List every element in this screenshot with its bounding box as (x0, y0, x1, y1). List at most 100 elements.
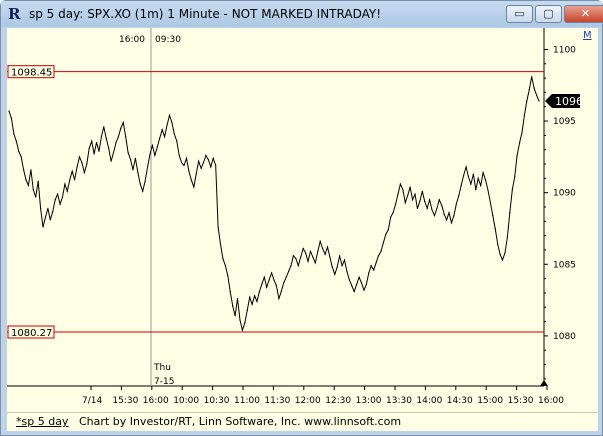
x-tick-label: 13:30 (386, 396, 412, 406)
price-point (173, 133, 175, 135)
price-point (421, 190, 423, 192)
x-tick-label: 12:30 (325, 396, 351, 406)
price-point (224, 265, 226, 267)
price-point (414, 193, 416, 195)
price-point (185, 157, 188, 159)
price-point (528, 89, 530, 91)
price-point (380, 250, 382, 252)
price-point (336, 266, 338, 268)
price-point (492, 215, 494, 217)
price-point (450, 222, 453, 224)
price-point (436, 207, 438, 209)
price-point (249, 296, 251, 298)
x-tick-label: 16:00 (143, 396, 169, 406)
price-point (210, 166, 212, 168)
price-point (161, 129, 163, 131)
price-point (329, 256, 331, 258)
price-point (441, 205, 443, 207)
price-point (205, 154, 207, 156)
price-point (509, 212, 511, 214)
price-point (147, 166, 149, 168)
x-tick-label: 12:00 (295, 396, 321, 406)
price-point (40, 207, 42, 209)
price-point (363, 289, 365, 291)
price-point (139, 183, 141, 185)
price-point (375, 262, 377, 264)
price-point (202, 162, 205, 164)
price-point (382, 242, 384, 244)
price-point (61, 196, 64, 198)
price-point (212, 157, 214, 159)
price-point (88, 147, 90, 149)
y-tick-label: 1100 (553, 45, 576, 55)
chart-tab-sp5day[interactable]: *sp 5 day (16, 415, 69, 428)
price-point (69, 179, 71, 181)
x-tick-label: 15:30 (508, 396, 534, 406)
app-logo-icon[interactable]: R (8, 5, 21, 23)
title-bar[interactable]: R sp 5 day: SPX.XO (1m) 1 Minute - NOT M… (1, 1, 603, 27)
price-point (266, 286, 268, 288)
price-point (81, 162, 83, 164)
price-point (108, 147, 110, 149)
price-point (54, 199, 56, 201)
y-axis-ticks: 1100 1095 1090 1085 1080 (544, 45, 576, 380)
price-point (465, 166, 467, 168)
price-point (8, 110, 10, 112)
scroll-end-arrow-icon[interactable] (540, 380, 548, 386)
price-point (334, 273, 336, 275)
price-point (356, 283, 358, 285)
price-point (144, 180, 146, 182)
price-point (93, 153, 95, 155)
close-button[interactable]: ✕ (564, 5, 603, 23)
price-point (538, 100, 540, 102)
price-point (353, 290, 355, 293)
price-point (159, 137, 161, 139)
price-point (37, 180, 39, 182)
price-point (319, 240, 321, 242)
price-point (83, 172, 85, 174)
price-point (343, 259, 346, 261)
price-point (300, 256, 302, 258)
last-price-label: 1096 (555, 95, 583, 108)
price-point (20, 156, 22, 158)
price-point (533, 87, 535, 89)
price-point (431, 209, 433, 211)
price-point (397, 193, 399, 195)
price-point (312, 256, 314, 258)
price-point (215, 164, 217, 167)
price-chart[interactable]: 16:00 09:30 Thu 7-15 1100 1095 1090 1085 108… (7, 28, 598, 412)
header-right-time: 09:30 (155, 35, 181, 45)
price-point (531, 76, 533, 78)
price-point (387, 229, 389, 231)
price-point (480, 184, 482, 187)
price-point (317, 250, 319, 252)
chart-area[interactable]: 16:00 09:30 Thu 7-15 1100 1095 1090 1085 108… (7, 28, 598, 431)
price-point (246, 309, 248, 311)
price-point (521, 131, 523, 134)
price-point (424, 200, 426, 202)
price-point (256, 300, 258, 303)
m-indicator-button[interactable]: M (583, 30, 592, 41)
minimize-button[interactable]: ▭ (506, 5, 533, 23)
maximize-button[interactable]: ▢ (535, 5, 562, 23)
price-point (368, 272, 370, 274)
price-point (377, 255, 380, 257)
price-point (341, 265, 343, 267)
price-point (168, 114, 171, 116)
price-point (66, 190, 68, 192)
reference-label-box (7, 325, 55, 339)
price-point (409, 186, 411, 188)
price-point (283, 282, 285, 284)
price-point (348, 279, 350, 281)
price-point (30, 169, 32, 171)
price-point (526, 100, 528, 102)
price-point (477, 177, 479, 179)
price-point (484, 179, 487, 181)
price-point (487, 189, 489, 191)
price-point (360, 282, 363, 284)
price-point (103, 126, 105, 128)
reference-label: 1080.27 (11, 328, 52, 339)
reference-label: 1098.45 (11, 68, 52, 79)
price-point (280, 290, 282, 293)
price-point (506, 236, 508, 238)
